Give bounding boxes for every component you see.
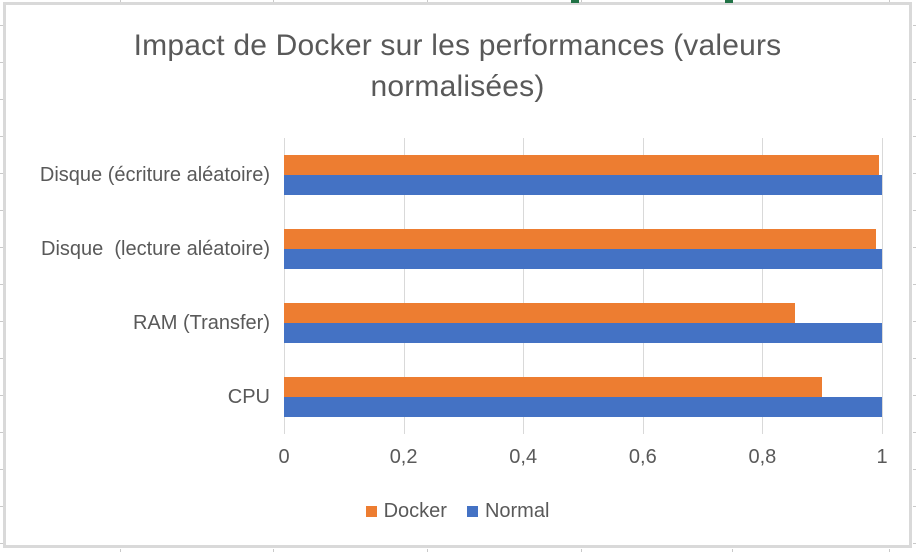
x-tick-label: 0,2 xyxy=(389,446,418,468)
gridline xyxy=(882,138,883,434)
bar-normal-0[interactable] xyxy=(284,175,882,195)
gridline xyxy=(284,138,285,434)
spreadsheet-gridline xyxy=(913,506,916,507)
spreadsheet-gridline xyxy=(0,62,3,63)
spreadsheet-gridline xyxy=(0,25,3,26)
x-tick-label: 0 xyxy=(278,446,290,468)
bar-normal-1[interactable] xyxy=(284,249,882,269)
spreadsheet-gridline xyxy=(913,247,916,248)
spreadsheet-gridline xyxy=(0,469,3,470)
cell-border-mark xyxy=(571,0,579,3)
spreadsheet-gridline xyxy=(913,210,916,211)
bar-docker-1[interactable] xyxy=(284,229,877,249)
bar-docker-2[interactable] xyxy=(284,303,796,323)
gridline xyxy=(523,138,525,434)
chart-title[interactable]: Impact de Docker sur les performances (v… xyxy=(133,29,782,103)
spreadsheet-gridline xyxy=(427,549,428,552)
category-label[interactable]: CPU xyxy=(227,386,270,408)
spreadsheet-gridline xyxy=(273,549,274,552)
category-label[interactable]: Disque (lecture aléatoire) xyxy=(41,238,270,260)
spreadsheet-gridline xyxy=(913,321,916,322)
spreadsheet-gridline xyxy=(0,173,3,174)
spreadsheet-gridline xyxy=(427,0,428,2)
spreadsheet-gridline xyxy=(913,543,916,544)
spreadsheet-gridline xyxy=(0,432,3,433)
bar-docker-3[interactable] xyxy=(284,377,823,397)
plot-area xyxy=(284,138,883,434)
spreadsheet-gridline xyxy=(0,321,3,322)
x-tick-label: 0,4 xyxy=(509,446,538,468)
spreadsheet-gridline xyxy=(913,395,916,396)
x-tick-label: 0,8 xyxy=(748,446,777,468)
legend-item-normal[interactable]: Normal xyxy=(466,499,550,523)
category-label[interactable]: Disque (écriture aléatoire) xyxy=(39,164,270,186)
spreadsheet-gridline xyxy=(0,358,3,359)
category-label[interactable]: RAM (Transfer) xyxy=(132,312,270,334)
legend-item-docker[interactable]: Docker xyxy=(365,499,447,523)
legend-swatch-icon xyxy=(365,505,377,517)
category-axis[interactable]: Disque (écriture aléatoire) Disque (lectu… xyxy=(6,5,270,545)
gridline xyxy=(642,138,644,434)
legend-swatch-icon xyxy=(466,505,478,517)
chart-area[interactable]: Impact de Docker sur les performances (v… xyxy=(3,2,912,548)
x-tick-label: 0,6 xyxy=(628,446,657,468)
gridline xyxy=(762,138,764,434)
spreadsheet-gridline xyxy=(581,0,582,2)
spreadsheet-gridline xyxy=(913,284,916,285)
gridline xyxy=(403,138,405,434)
spreadsheet-gridline xyxy=(581,549,582,552)
spreadsheet-gridline xyxy=(913,62,916,63)
bar-normal-2[interactable] xyxy=(284,323,882,343)
spreadsheet-gridline xyxy=(913,25,916,26)
spreadsheet-gridline xyxy=(0,210,3,211)
x-tick-label: 1 xyxy=(876,446,888,468)
spreadsheet-gridline xyxy=(0,395,3,396)
spreadsheet-gridline xyxy=(913,358,916,359)
cell-border-mark xyxy=(725,0,733,3)
spreadsheet-gridline xyxy=(732,549,733,552)
bar-docker-0[interactable] xyxy=(284,155,879,175)
legend-label: Normal xyxy=(484,499,550,522)
spreadsheet-gridline xyxy=(913,99,916,100)
spreadsheet-gridline xyxy=(913,173,916,174)
spreadsheet-gridline xyxy=(889,0,890,2)
spreadsheet-gridline xyxy=(913,432,916,433)
spreadsheet-gridline xyxy=(0,99,3,100)
bar-normal-3[interactable] xyxy=(284,397,882,417)
spreadsheet-gridline xyxy=(889,549,890,552)
spreadsheet-gridline xyxy=(0,543,3,544)
spreadsheet-gridline xyxy=(273,0,274,2)
spreadsheet-gridline xyxy=(913,469,916,470)
spreadsheet-gridline xyxy=(120,549,121,552)
spreadsheet-gridline xyxy=(913,136,916,137)
spreadsheet-gridline xyxy=(0,506,3,507)
spreadsheet-gridline xyxy=(120,0,121,2)
spreadsheet-gridline xyxy=(0,136,3,137)
spreadsheet-gridline xyxy=(0,284,3,285)
legend[interactable]: Docker Normal xyxy=(6,498,909,524)
spreadsheet-gridline xyxy=(0,247,3,248)
legend-label: Docker xyxy=(383,499,447,522)
